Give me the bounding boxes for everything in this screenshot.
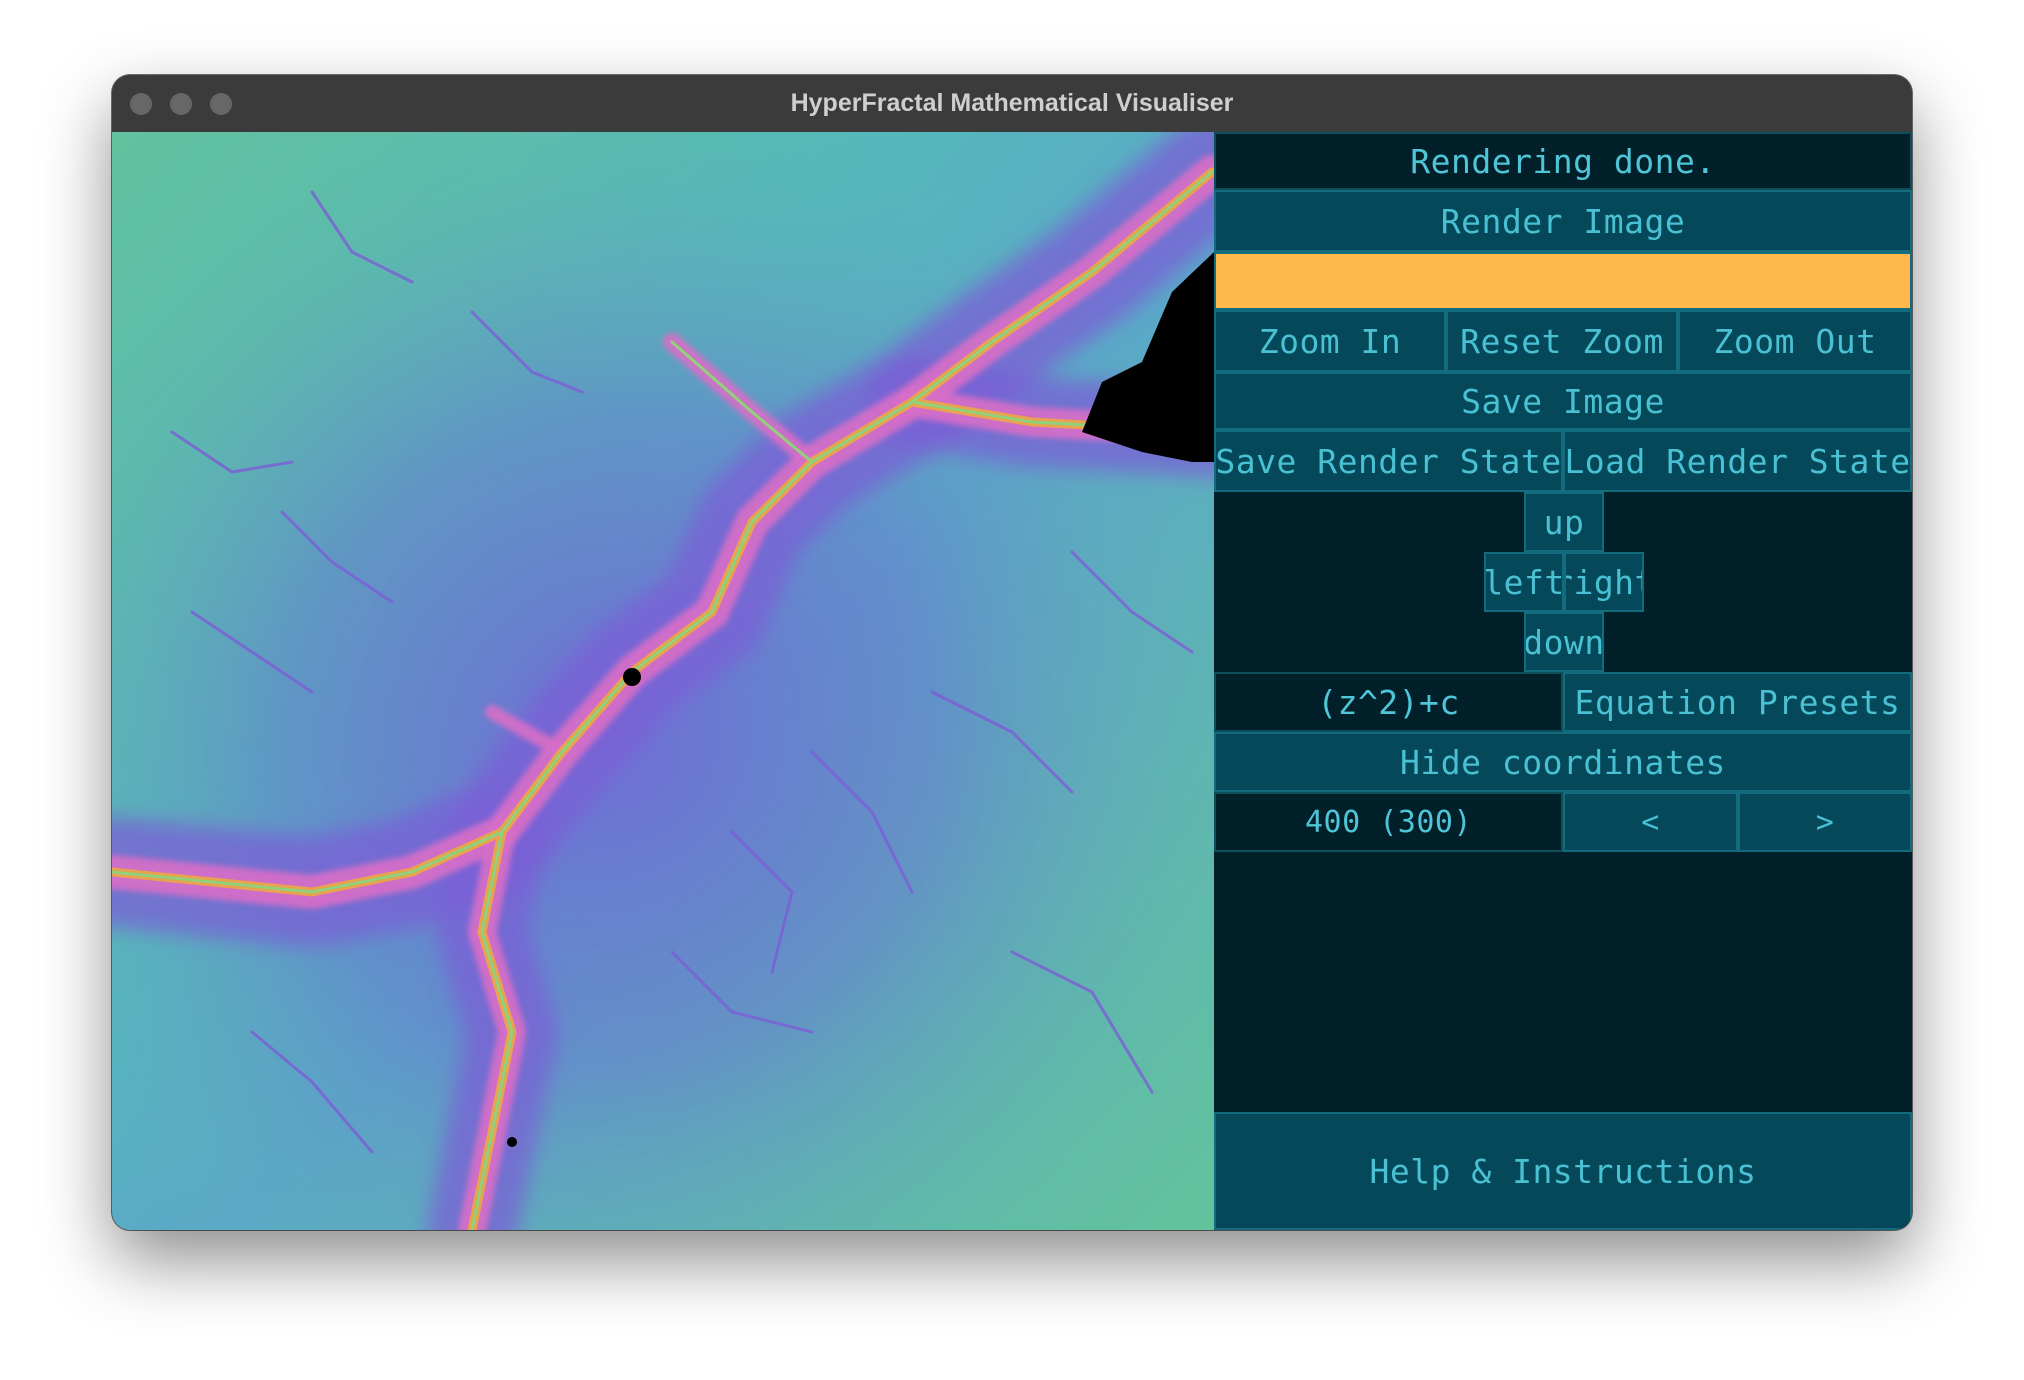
app-window: HyperFractal Mathematical Visualiser [112,75,1912,1230]
zoom-out-button[interactable]: Zoom Out [1678,310,1912,372]
save-render-state-button[interactable]: Save Render State [1214,430,1563,492]
title-bar: HyperFractal Mathematical Visualiser [112,75,1912,133]
pan-right-button[interactable]: right [1564,552,1644,612]
control-panel: Rendering done. Render Image Zoom In Res… [1214,132,1912,1230]
zoom-in-button[interactable]: Zoom In [1214,310,1446,372]
render-image-button[interactable]: Render Image [1214,190,1912,252]
iterations-increase-button[interactable]: > [1738,792,1912,852]
pan-down-button[interactable]: down [1524,612,1604,672]
iterations-field[interactable]: 400 (300) [1214,792,1563,852]
pan-up-button[interactable]: up [1524,492,1604,552]
save-image-button[interactable]: Save Image [1214,372,1912,430]
equation-presets-button[interactable]: Equation Presets [1563,672,1912,732]
minimize-window-button[interactable] [170,93,192,115]
equation-field[interactable]: (z^2)+c [1214,672,1563,732]
help-instructions-button[interactable]: Help & Instructions [1214,1112,1912,1230]
hide-coordinates-button[interactable]: Hide coordinates [1214,732,1912,792]
text-input[interactable] [1214,252,1912,310]
window-title: HyperFractal Mathematical Visualiser [790,89,1234,117]
fractal-image [112,132,1214,1230]
load-render-state-button[interactable]: Load Render State [1563,430,1912,492]
close-window-button[interactable] [130,93,152,115]
pan-left-button[interactable]: left [1484,552,1564,612]
iterations-decrease-button[interactable]: < [1563,792,1738,852]
zoom-window-button[interactable] [210,93,232,115]
status-bar: Rendering done. [1214,132,1912,190]
reset-zoom-button[interactable]: Reset Zoom [1446,310,1678,372]
fractal-canvas[interactable] [112,132,1214,1230]
